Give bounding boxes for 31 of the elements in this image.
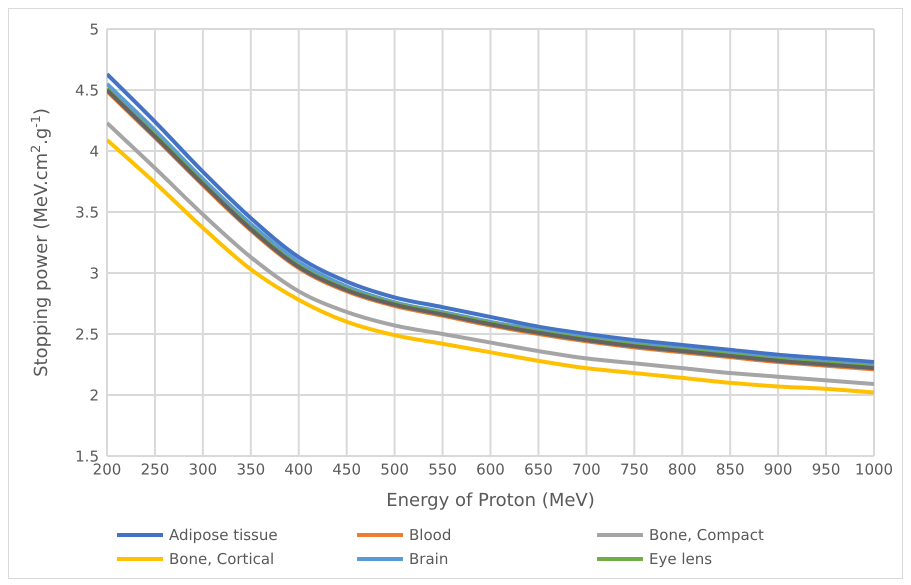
legend-label: Eye lens [649, 550, 712, 568]
x-tick-label: 850 [716, 460, 745, 479]
y-tick-label: 5 [89, 20, 99, 38]
x-tick-label: 600 [476, 460, 505, 479]
y-tick-label: 2.5 [75, 325, 99, 344]
x-tick-label: 400 [284, 460, 314, 479]
x-tick-label: 800 [668, 460, 697, 479]
x-tick-label: 650 [524, 460, 553, 479]
x-tick-label: 450 [332, 460, 362, 479]
x-tick-label: 900 [764, 460, 792, 479]
x-tick-label: 950 [812, 460, 840, 479]
y-tick-label: 2 [89, 386, 99, 404]
legend-label: Brain [409, 550, 448, 568]
y-tick-label: 3 [89, 264, 99, 282]
y-tick-label: 4 [89, 142, 99, 160]
legend-label: Bone, Compact [649, 526, 764, 544]
x-tick-label: 1000 [854, 460, 894, 479]
y-tick-label: 4.5 [75, 81, 99, 100]
x-tick-label: 200 [92, 460, 122, 479]
x-tick-label: 250 [140, 460, 170, 479]
legend-label: Blood [409, 526, 452, 544]
x-tick-label: 300 [188, 460, 218, 479]
x-tick-label: 500 [380, 460, 409, 479]
x-axis-title: Energy of Proton (MeV) [386, 490, 595, 511]
x-tick-label: 700 [572, 460, 601, 479]
legend-label: Adipose tissue [169, 526, 278, 544]
y-tick-label: 3.5 [75, 203, 99, 222]
legend-label: Bone, Cortical [169, 550, 274, 568]
x-tick-label: 550 [428, 460, 457, 479]
x-tick-label: 750 [620, 460, 649, 479]
x-tick-label: 350 [236, 460, 266, 479]
